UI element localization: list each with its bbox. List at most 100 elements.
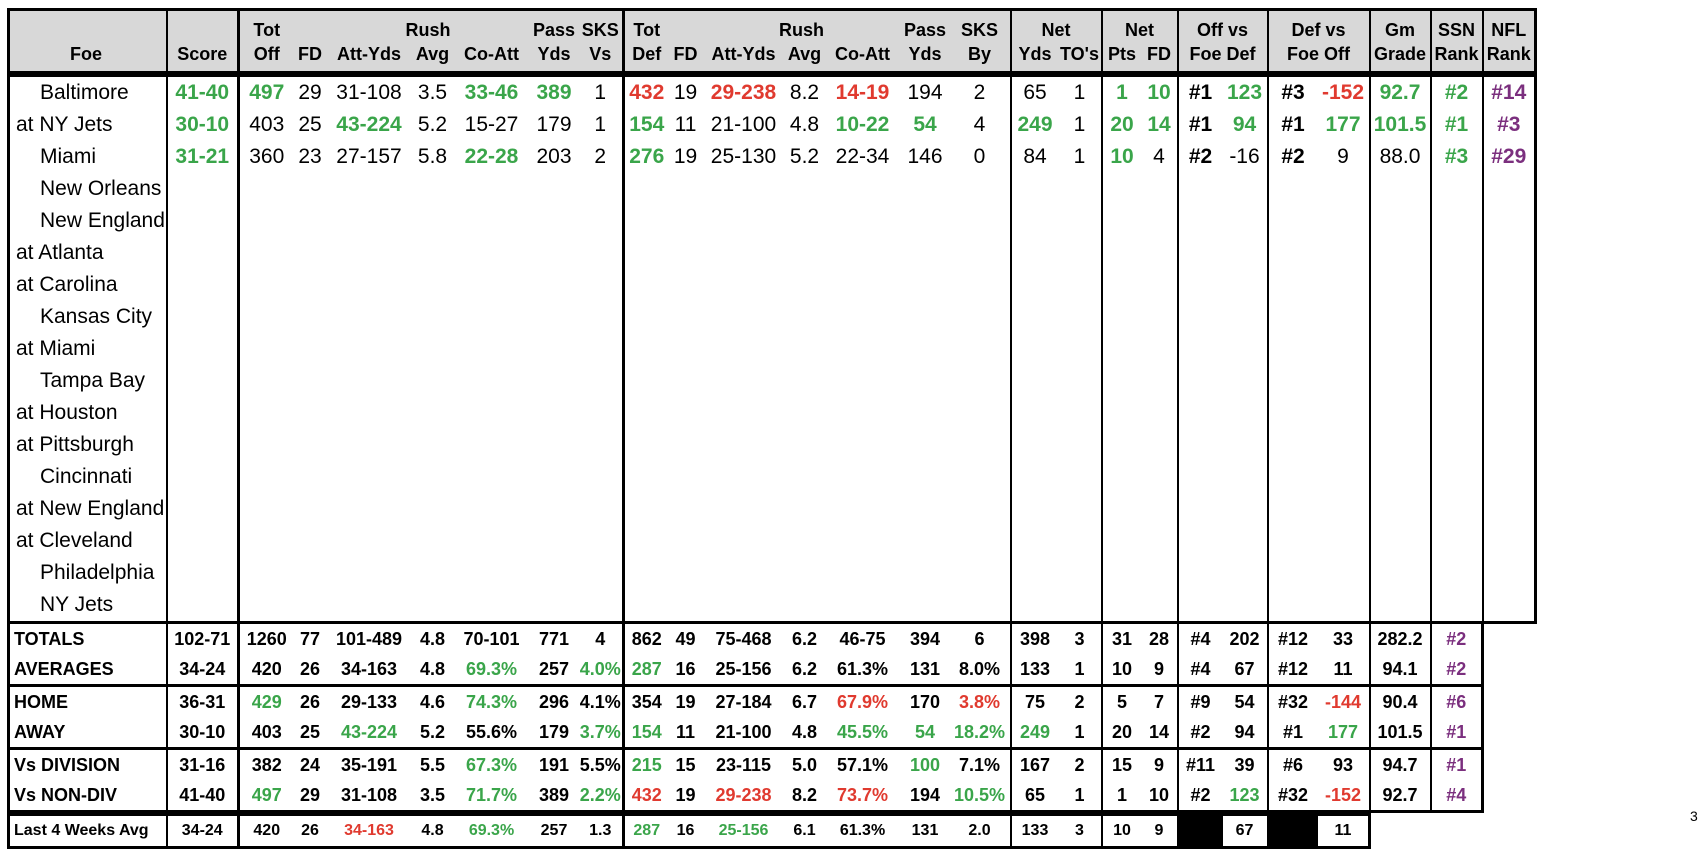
- stat-cell: [412, 365, 454, 397]
- stat-cell: [1318, 461, 1370, 493]
- stat-cell: [1176, 397, 1223, 429]
- stat-cell: [1142, 173, 1178, 205]
- summary-cell: 862: [622, 624, 669, 654]
- stat-cell: [1266, 429, 1318, 461]
- summary-cell: 94.1: [1368, 654, 1431, 687]
- stat-cell: [412, 493, 454, 525]
- header-top-cell: Pass: [900, 9, 950, 41]
- summary-cell: #12: [1266, 654, 1318, 687]
- stat-cell: [825, 589, 901, 623]
- stat-cell: [1059, 429, 1102, 461]
- stat-cell: 5.2: [417, 113, 448, 136]
- stat-cell: [1368, 269, 1431, 301]
- stat-cell: [530, 461, 579, 493]
- stat-cell: [1176, 333, 1223, 365]
- stat-cell: [950, 269, 1011, 301]
- stat-cell: [669, 237, 703, 269]
- stat-cell: [327, 301, 412, 333]
- stat-cell: [327, 333, 412, 365]
- stat-cell: [1059, 333, 1102, 365]
- stat-cell: [1059, 525, 1102, 557]
- stat-cell: [1266, 365, 1318, 397]
- stat-cell: [1368, 365, 1431, 397]
- stat-cell: [950, 557, 1011, 589]
- header-bottom-cell: Score: [165, 41, 239, 73]
- stat-cell: [294, 429, 327, 461]
- summary-cell: 6: [974, 629, 985, 649]
- summary-cell: 10: [1100, 654, 1142, 687]
- header-bottom-cell: Yds: [900, 41, 950, 73]
- stat-cell: 22-28: [464, 145, 519, 168]
- stat-cell: 54: [913, 113, 937, 136]
- summary-cell: 7.1%: [958, 755, 1001, 775]
- summary-cell: 282.2: [1368, 624, 1431, 654]
- summary-row: Vs DIVISION 31-16 382 24 35-191 5.5 67.3% 191 5.…: [7, 748, 1484, 780]
- last-4-weeks-cell: 133: [1009, 814, 1059, 848]
- stat-cell: [1009, 493, 1059, 525]
- stat-cell: [327, 237, 412, 269]
- stat-cell: [1176, 493, 1223, 525]
- summary-cell: 1260: [237, 624, 294, 654]
- stat-cell: [579, 397, 624, 429]
- foe-name: at Houston: [16, 401, 118, 424]
- stat-cell: [1009, 173, 1059, 205]
- stat-cell: [579, 301, 624, 333]
- summary-cell: 177: [1317, 717, 1370, 750]
- summary-cell: 92.7: [1368, 780, 1431, 813]
- last-4-weeks-cell: 2.0: [968, 822, 991, 839]
- stat-cell: [1059, 269, 1102, 301]
- stat-cell: [412, 397, 454, 429]
- last-4-weeks-cell: 69.3%: [468, 822, 515, 839]
- stat-cell: 1: [594, 81, 607, 104]
- summary-cell: 26: [299, 692, 321, 712]
- summary-cell: 77: [299, 629, 321, 649]
- stat-cell: 94: [1232, 113, 1257, 136]
- stat-cell: [825, 269, 901, 301]
- game-row: New England: [9, 205, 1536, 237]
- stat-cell: [1223, 333, 1268, 365]
- stat-cell: [327, 173, 412, 205]
- header-bottom-cell: Att-Yds: [326, 41, 412, 73]
- summary-cell: 29: [293, 780, 327, 813]
- last-4-weeks-cell: 10: [1100, 814, 1142, 848]
- game-row: NY Jets: [9, 589, 1536, 623]
- stat-cell: [1142, 397, 1178, 429]
- summary-cell: 4.1%: [579, 692, 621, 712]
- last-4-weeks-cell: 6.1: [793, 822, 816, 839]
- game-row: at Miami: [9, 333, 1536, 365]
- stat-cell: [327, 429, 412, 461]
- summary-cell: 49: [675, 629, 696, 649]
- summary-cell: 3: [1074, 629, 1085, 649]
- stat-cell: [1223, 493, 1268, 525]
- stat-cell: #1: [1176, 75, 1223, 109]
- summary-cell: 4.6: [419, 692, 446, 712]
- stat-cell: [1318, 557, 1370, 589]
- summary-cell: 70-101: [463, 629, 520, 649]
- stat-cell: [1223, 237, 1268, 269]
- stat-cell: [454, 205, 530, 237]
- stat-cell: [454, 397, 530, 429]
- stat-cell: [1100, 301, 1142, 333]
- stat-cell: [1009, 365, 1059, 397]
- summary-cell: 11: [668, 717, 703, 750]
- last-4-weeks-cell: 3: [1075, 822, 1084, 839]
- summary-cell: 403: [237, 717, 294, 750]
- stat-cell: [1142, 557, 1178, 589]
- summary-cell: 1: [1100, 780, 1142, 813]
- last-4-weeks-cell: 61.3%: [839, 822, 886, 839]
- stat-cell: [669, 301, 703, 333]
- stat-cell: [901, 493, 950, 525]
- stat-cell: [1266, 269, 1318, 301]
- summary-cell: 67.3%: [465, 755, 518, 775]
- stat-cell: [1142, 205, 1178, 237]
- stat-cell: [530, 173, 579, 205]
- game-row: Philadelphia: [9, 557, 1536, 589]
- stat-cell: [579, 429, 624, 461]
- stat-cell: [622, 429, 669, 461]
- header-top-cell: Net: [1009, 9, 1102, 41]
- summary-cell: 101.5: [1368, 717, 1431, 750]
- stat-cell: [1318, 237, 1370, 269]
- stat-cell: [1429, 269, 1483, 301]
- stat-cell: [1481, 301, 1536, 333]
- stat-cell: [703, 205, 785, 237]
